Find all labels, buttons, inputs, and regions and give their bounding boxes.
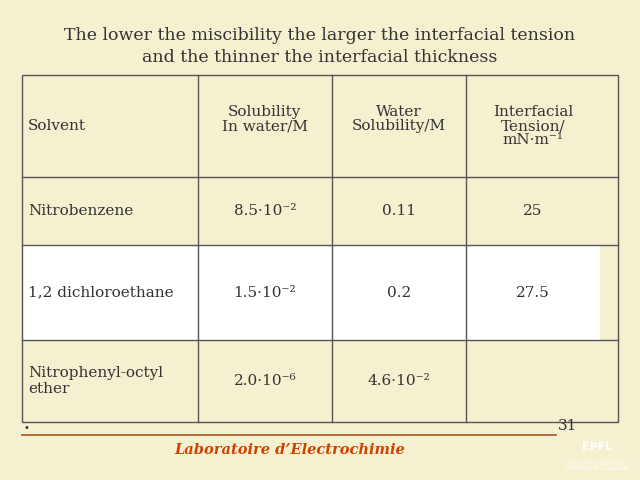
Text: The lower the miscibility the larger the interfacial tension: The lower the miscibility the larger the… [65,26,575,44]
Bar [332,245,466,340]
Text: 1,2 dichloroethane: 1,2 dichloroethane [28,286,173,300]
Bar [198,75,332,178]
Bar [22,75,198,178]
Text: Interfacial: Interfacial [493,105,573,119]
Bar [198,245,332,340]
Bar [22,340,198,422]
Text: Water: Water [376,105,422,119]
Text: 25: 25 [524,204,543,218]
Text: mN·m⁻¹: mN·m⁻¹ [502,133,564,147]
Text: 1.5·10⁻²: 1.5·10⁻² [234,286,296,300]
Text: ÉCOLE POLYTECHNIQUE
FÉDÉRALE DE LAUSANNE: ÉCOLE POLYTECHNIQUE FÉDÉRALE DE LAUSANNE [566,459,628,471]
Bar [466,245,600,340]
Text: In water/M: In water/M [222,119,308,133]
Bar [466,178,600,245]
Text: EPFL: EPFL [582,442,612,452]
Text: and the thinner the interfacial thickness: and the thinner the interfacial thicknes… [142,49,498,67]
Text: 0.11: 0.11 [382,204,416,218]
Text: Solvent: Solvent [28,119,86,133]
Text: Nitrobenzene: Nitrobenzene [28,204,133,218]
Bar [22,245,198,340]
Bar [198,178,332,245]
Text: •: • [23,423,29,433]
Bar [22,178,198,245]
Text: 27.5: 27.5 [516,286,550,300]
Bar [466,75,600,178]
Text: Solubility: Solubility [228,105,301,119]
Bar [332,75,466,178]
Bar [332,178,466,245]
Text: Laboratoire d’Electrochimie: Laboratoire d’Electrochimie [175,443,405,457]
Bar [466,340,600,422]
Text: Nitrophenyl-octyl
ether: Nitrophenyl-octyl ether [28,366,163,396]
Text: 2.0·10⁻⁶: 2.0·10⁻⁶ [234,374,296,388]
Text: 31: 31 [558,419,577,433]
Text: 0.2: 0.2 [387,286,411,300]
Text: Tension/: Tension/ [500,119,565,133]
Text: 4.6·10⁻²: 4.6·10⁻² [367,374,430,388]
Text: Solubility/M: Solubility/M [352,119,446,133]
Bar [198,340,332,422]
Text: 8.5·10⁻²: 8.5·10⁻² [234,204,296,218]
Bar [332,340,466,422]
Bar [22,75,618,422]
